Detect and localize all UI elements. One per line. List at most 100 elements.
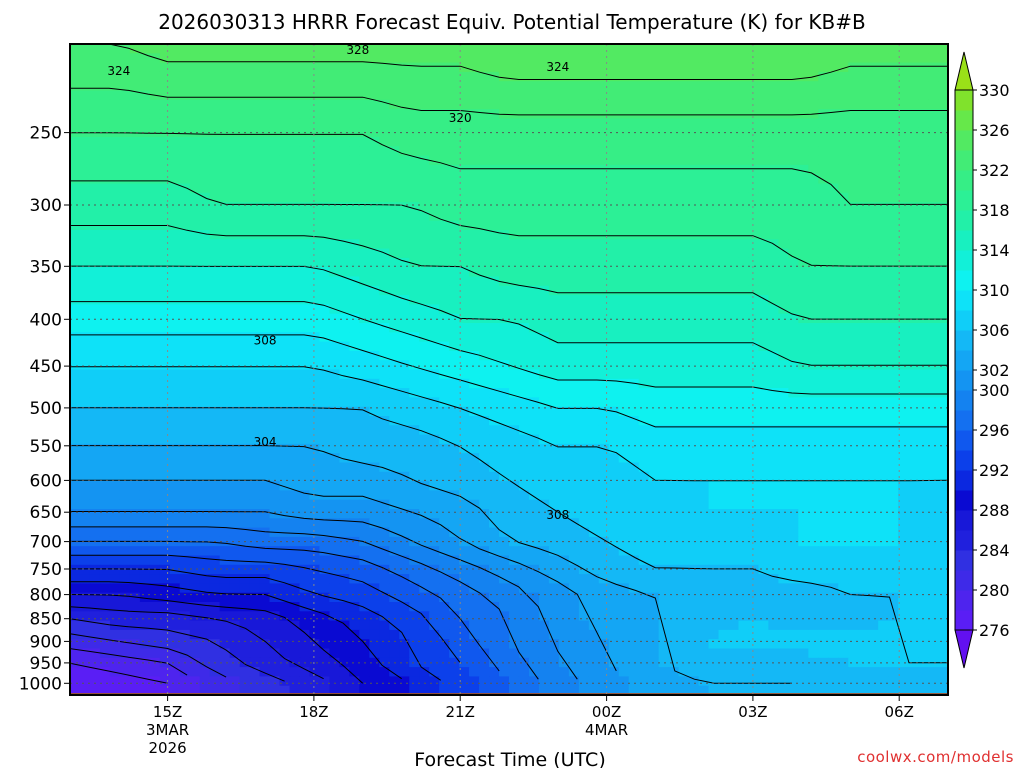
field-cell bbox=[419, 453, 430, 464]
field-cell bbox=[449, 462, 460, 473]
field-cell bbox=[908, 127, 919, 138]
field-cell bbox=[768, 369, 779, 380]
field-cell bbox=[878, 230, 889, 240]
field-cell bbox=[329, 90, 340, 101]
field-cell bbox=[99, 53, 111, 64]
field-cell bbox=[718, 453, 730, 464]
field-cell bbox=[259, 183, 271, 194]
field-cell bbox=[329, 248, 340, 259]
field-cell bbox=[668, 146, 680, 157]
field-cell bbox=[409, 518, 420, 529]
field-cell bbox=[309, 164, 321, 175]
field-cell bbox=[439, 536, 450, 547]
field-cell bbox=[209, 499, 221, 510]
field-cell bbox=[698, 518, 710, 529]
field-cell bbox=[528, 137, 540, 147]
field-cell bbox=[568, 555, 580, 566]
field-cell bbox=[489, 99, 500, 110]
field-cell bbox=[538, 202, 550, 212]
field-cell bbox=[369, 183, 380, 194]
field-cell bbox=[459, 490, 470, 501]
field-cell bbox=[598, 99, 610, 110]
field-cell bbox=[319, 304, 331, 315]
field-cell bbox=[219, 53, 231, 64]
field-cell bbox=[389, 341, 400, 352]
field-cell bbox=[189, 471, 201, 482]
field-cell bbox=[389, 99, 400, 110]
field-cell bbox=[269, 192, 281, 203]
field-cell bbox=[658, 44, 670, 54]
field-cell bbox=[249, 490, 261, 501]
field-cell bbox=[688, 183, 700, 194]
field-cell bbox=[309, 425, 321, 436]
field-cell bbox=[359, 453, 370, 464]
field-cell bbox=[70, 230, 81, 240]
field-cell bbox=[898, 378, 909, 389]
field-cell bbox=[189, 220, 201, 231]
field-cell bbox=[888, 462, 899, 473]
field-cell bbox=[518, 155, 530, 166]
field-cell bbox=[419, 257, 430, 268]
field-cell bbox=[99, 239, 111, 250]
field-cell bbox=[938, 462, 949, 473]
field-cell bbox=[898, 416, 909, 426]
field-cell bbox=[938, 174, 949, 185]
field-cell bbox=[229, 499, 241, 510]
field-cell bbox=[538, 453, 550, 464]
field-cell bbox=[578, 369, 590, 380]
field-cell bbox=[319, 332, 331, 343]
field-cell bbox=[319, 397, 331, 408]
field-cell bbox=[469, 248, 480, 259]
field-cell bbox=[688, 434, 700, 445]
field-cell bbox=[908, 211, 919, 222]
field-cell bbox=[369, 490, 380, 501]
field-cell bbox=[658, 555, 670, 566]
field-cell bbox=[898, 285, 909, 296]
field-cell bbox=[588, 304, 600, 315]
field-cell bbox=[858, 304, 869, 315]
field-cell bbox=[718, 44, 730, 54]
field-cell bbox=[878, 239, 889, 250]
field-cell bbox=[648, 276, 660, 287]
field-cell bbox=[798, 350, 809, 361]
field-cell bbox=[139, 192, 151, 203]
field-cell bbox=[828, 378, 839, 389]
field-cell bbox=[938, 546, 949, 557]
field-cell bbox=[708, 481, 720, 491]
field-cell bbox=[518, 267, 530, 278]
field-cell bbox=[718, 481, 730, 491]
field-cell bbox=[89, 499, 101, 510]
field-cell bbox=[828, 267, 839, 278]
field-cell bbox=[878, 127, 889, 138]
field-cell bbox=[489, 536, 500, 547]
field-cell bbox=[299, 378, 311, 389]
field-cell bbox=[928, 183, 939, 194]
field-cell bbox=[359, 183, 370, 194]
field-cell bbox=[109, 53, 121, 64]
field-cell bbox=[319, 434, 331, 445]
field-cell bbox=[329, 453, 340, 464]
field-cell bbox=[189, 546, 201, 557]
field-cell bbox=[678, 81, 690, 92]
field-cell bbox=[339, 323, 350, 333]
field-cell bbox=[758, 499, 770, 510]
field-cell bbox=[339, 71, 350, 82]
field-cell bbox=[149, 118, 161, 129]
field-cell bbox=[189, 481, 201, 491]
field-cell bbox=[778, 257, 789, 268]
field-cell bbox=[618, 332, 630, 343]
field-cell bbox=[339, 397, 350, 408]
field-cell bbox=[658, 192, 670, 203]
field-cell bbox=[229, 509, 241, 519]
field-cell bbox=[738, 416, 750, 426]
field-cell bbox=[399, 490, 410, 501]
field-cell bbox=[489, 295, 500, 305]
field-cell bbox=[808, 378, 819, 389]
field-cell bbox=[429, 192, 440, 203]
field-cell bbox=[708, 332, 720, 343]
field-cell bbox=[339, 192, 350, 203]
field-cell bbox=[788, 397, 799, 408]
field-cell bbox=[89, 332, 101, 343]
field-cell bbox=[538, 527, 550, 538]
field-cell bbox=[588, 313, 600, 324]
